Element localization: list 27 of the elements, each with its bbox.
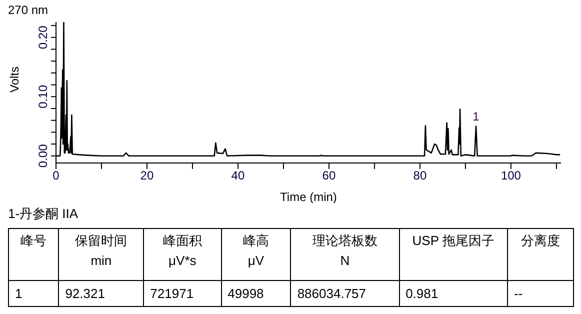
x-tick-label: 80 xyxy=(413,168,427,183)
text: 峰号 xyxy=(8,228,59,280)
text: 886034.757 xyxy=(290,280,400,306)
chart-title: 270 nm xyxy=(8,3,48,17)
annotation: 1 xyxy=(472,109,480,124)
text: 峰高 μV xyxy=(221,228,291,280)
y-axis-title: Volts xyxy=(7,66,22,92)
text: 理论塔板数 N xyxy=(290,228,400,280)
text: 721971 xyxy=(144,280,222,306)
text: 1-丹参酮 IIA xyxy=(8,205,80,223)
text: -- xyxy=(508,280,574,306)
y-tick-label: 0.10 xyxy=(36,84,50,108)
text: USP 拖尾因子 xyxy=(399,228,508,280)
text: 保留时间 min xyxy=(58,228,144,280)
text: 峰面积 μV*s xyxy=(144,228,222,280)
x-tick-label: 100 xyxy=(500,168,522,183)
text: 分离度 xyxy=(508,228,574,280)
y-tick-label: 0.00 xyxy=(36,144,50,168)
text: 49998 xyxy=(221,280,291,306)
text: 1 xyxy=(8,280,59,306)
y-tick-label: 0.20 xyxy=(36,25,50,50)
text: 92.321 xyxy=(58,280,144,306)
x-tick-label: 60 xyxy=(322,168,336,183)
x-tick-label: 40 xyxy=(231,168,245,183)
x-tick-label: 20 xyxy=(140,168,154,183)
x-tick-label: 0 xyxy=(52,168,60,183)
text: 0.981 xyxy=(399,280,508,306)
